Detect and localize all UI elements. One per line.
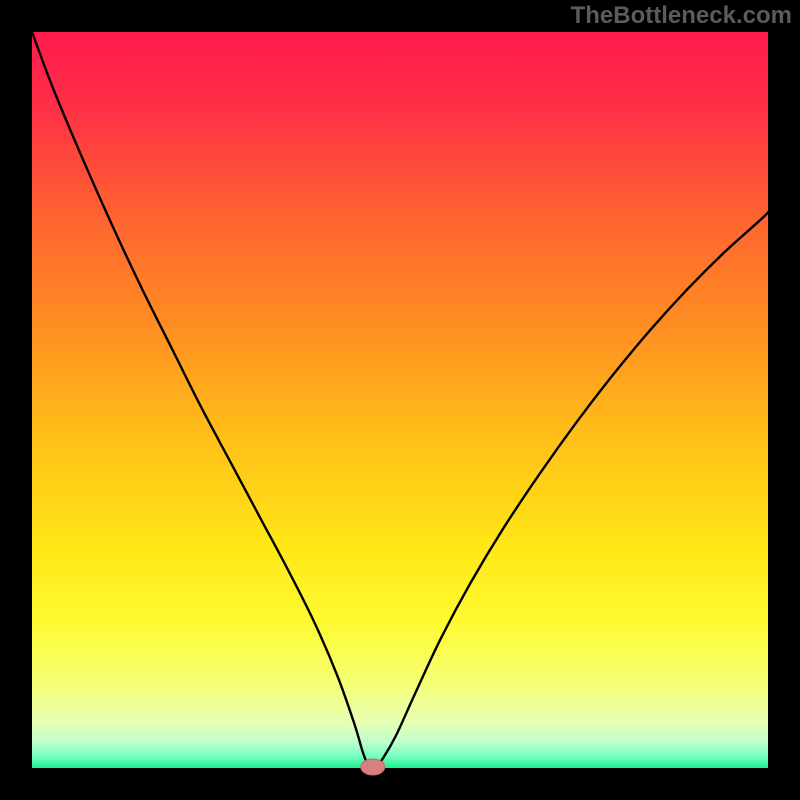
plot-background bbox=[32, 32, 768, 768]
bottleneck-chart bbox=[0, 0, 800, 800]
chart-container: TheBottleneck.com bbox=[0, 0, 800, 800]
optimum-marker bbox=[361, 759, 385, 775]
watermark-text: TheBottleneck.com bbox=[571, 2, 792, 30]
